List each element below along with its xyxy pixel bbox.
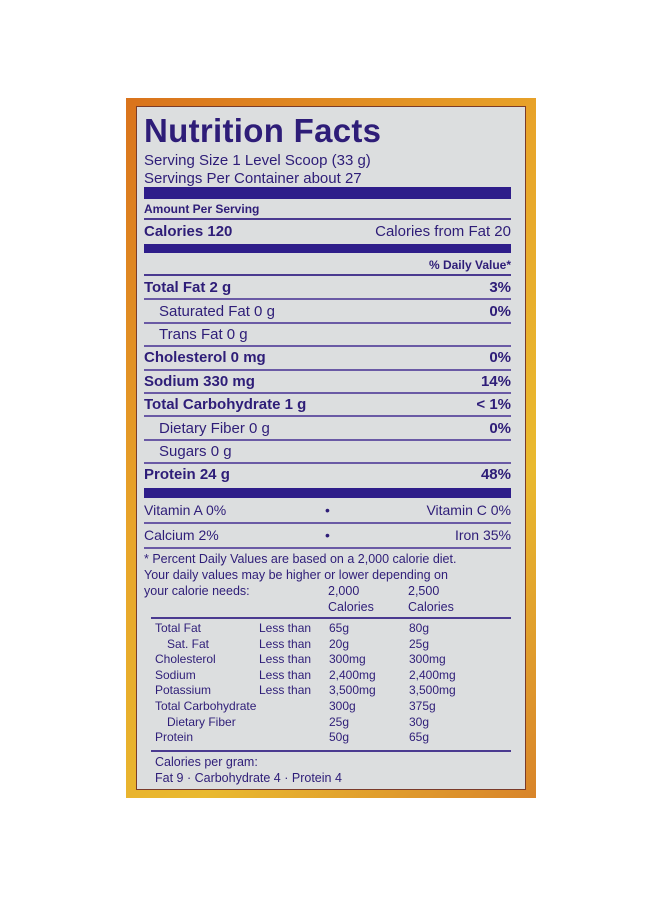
nutrient-dv: 0% [489, 302, 511, 320]
reference-cell [259, 730, 329, 746]
nutrient-label: Sodium 330 mg [144, 372, 255, 390]
reference-cell [259, 699, 329, 715]
nutrient-label: Sugars 0 g [159, 442, 232, 460]
vitamin-left: Vitamin A 0% [144, 502, 227, 518]
nutrient-row: Dietary Fiber 0 g 0% [144, 417, 511, 441]
reference-cell: 25g [409, 636, 430, 651]
label-title: Nutrition Facts [144, 112, 382, 149]
calories-per-gram-label: Calories per gram: [155, 755, 258, 769]
reference-cell: Cholesterol [155, 652, 216, 667]
reference-cell: Total Fat [155, 621, 202, 635]
nutrient-row: Total Fat 2 g 3% [144, 277, 511, 301]
nutrient-label: Protein 24 g [144, 466, 230, 484]
reference-cell: Total Carbohydrate [155, 698, 257, 713]
reference-cell: 2,400mg [409, 667, 456, 682]
divider [151, 617, 511, 619]
calories-per-gram-values: Fat 9 · Carbohydrate 4 · Protein 4 [155, 771, 342, 785]
nutrient-dv: 0% [489, 419, 511, 437]
bullet: • [325, 502, 330, 518]
divider [144, 218, 511, 220]
vitamin-list: Vitamin A 0% • Vitamin C 0% Calcium 2% • Iron… [144, 499, 511, 549]
serving-size: Serving Size 1 Level Scoop (33 g) [144, 152, 371, 169]
column-2500-top: 2,500 [408, 584, 440, 598]
reference-cell: 30g [409, 714, 430, 729]
reference-cell: Sodium [155, 667, 196, 682]
nutrient-label: Cholesterol 0 mg [144, 349, 266, 367]
package-border: Nutrition Facts Serving Size 1 Level Sco… [126, 98, 536, 798]
nutrient-row: Trans Fat 0 g [144, 324, 511, 348]
reference-cell: 300g [329, 698, 356, 713]
nutrient-list: Total Fat 2 g 3% Saturated Fat 0 g 0% Trans … [144, 277, 511, 486]
nutrient-row: Sodium 330 mg 14% [144, 371, 511, 394]
reference-cell: 25g [329, 714, 350, 729]
footnote: * Percent Daily Values are based on a 2,… [144, 551, 511, 615]
reference-cell: 375g [409, 698, 436, 713]
nutrient-label: Total Fat 2 g [144, 279, 232, 297]
nutrient-dv: 0% [489, 349, 511, 367]
reference-cell: 3,500mg [329, 683, 376, 698]
nutrient-row: Sugars 0 g [144, 441, 511, 465]
divider [144, 274, 511, 276]
column-2000: 2,000 Calories [328, 583, 408, 615]
reference-cell: 300mg [409, 652, 446, 667]
vitamin-right: Iron 35% [454, 527, 511, 543]
vitamin-left: Calcium 2% [144, 527, 219, 543]
nutrient-row: Cholesterol 0 mg 0% [144, 347, 511, 371]
calories-row: Calories 120 Calories from Fat 20 [144, 223, 511, 241]
nutrient-row: Saturated Fat 0 g 0% [144, 300, 511, 324]
divider [151, 750, 511, 752]
daily-value-header: % Daily Value* [428, 258, 511, 272]
footnote-line: * Percent Daily Values are based on a 2,… [144, 552, 457, 566]
nutrient-label: Dietary Fiber 0 g [159, 419, 270, 437]
reference-cell: Protein [155, 730, 194, 745]
column-2000-bottom: Calories [328, 600, 374, 614]
amount-per-serving: Amount Per Serving [144, 202, 260, 216]
reference-cell: Potassium [155, 683, 212, 698]
nutrient-label: Total Carbohydrate 1 g [144, 396, 307, 414]
footnote-line: Your daily values may be higher or lower… [144, 568, 448, 582]
nutrient-dv: 48% [480, 466, 511, 484]
reference-table: Total Fat Less than 65g 80g Sat. Fat Less tha… [144, 621, 511, 746]
reference-cell: 3,500mg [409, 683, 456, 698]
nutrient-row: Total Carbohydrate 1 g < 1% [144, 394, 511, 418]
reference-cell: 80g [409, 621, 430, 635]
reference-cell: Sat. Fat [167, 636, 210, 651]
thick-divider [144, 244, 511, 253]
footnote-line: your calorie needs: [144, 584, 250, 598]
nutrient-label: Trans Fat 0 g [159, 325, 248, 343]
thick-divider [144, 187, 511, 199]
reference-cell: 300mg [329, 652, 366, 667]
reference-cell: Less than [259, 683, 312, 698]
reference-cell: Less than [259, 652, 312, 667]
reference-cell [259, 715, 329, 731]
nutrient-dv: 3% [489, 279, 511, 297]
vitamin-row: Calcium 2% • Iron 35% [144, 524, 511, 549]
reference-cell: Less than [259, 621, 312, 635]
servings-per-container: Servings Per Container about 27 [144, 170, 362, 187]
reference-cell: Less than [259, 636, 312, 651]
column-2500-bottom: Calories [408, 600, 454, 614]
nutrient-label: Saturated Fat 0 g [159, 302, 275, 320]
nutrition-label: Nutrition Facts Serving Size 1 Level Sco… [136, 106, 526, 790]
nutrient-row: Protein 24 g 48% [144, 464, 511, 485]
column-2500: 2,500 Calories [408, 583, 488, 615]
reference-cell: 2,400mg [329, 667, 376, 682]
bullet: • [325, 527, 330, 543]
calories-from-fat: Calories from Fat 20 [375, 223, 511, 240]
nutrient-dv: < 1% [476, 396, 511, 414]
nutrient-dv: 14% [480, 372, 511, 390]
reference-cell: 65g [329, 621, 350, 635]
column-2000-top: 2,000 [328, 584, 360, 598]
vitamin-row: Vitamin A 0% • Vitamin C 0% [144, 499, 511, 524]
calories: Calories 120 [144, 223, 233, 240]
reference-cell: 20g [329, 636, 350, 651]
reference-cell: 50g [329, 730, 350, 745]
reference-cell: Less than [259, 667, 312, 682]
calories-per-gram: Calories per gram: Fat 9 · Carbohydrate … [155, 754, 511, 786]
reference-cell: 65g [409, 730, 430, 745]
thick-divider [144, 488, 511, 498]
vitamin-right: Vitamin C 0% [426, 502, 511, 518]
reference-cell: Dietary Fiber [167, 714, 236, 729]
